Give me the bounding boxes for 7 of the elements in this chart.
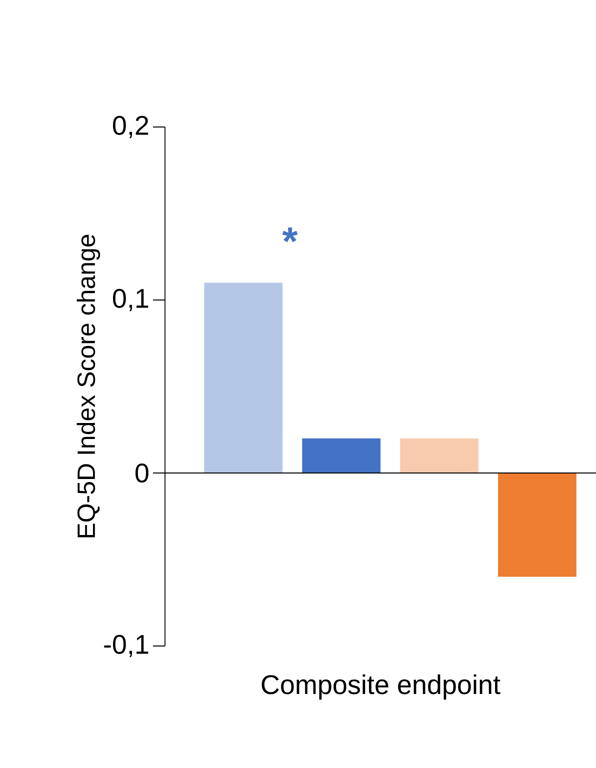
y-tick-label: 0,1 — [112, 288, 148, 312]
y-tick-label: 0 — [136, 463, 148, 483]
annotation: * — [282, 227, 298, 242]
y-axis-title: EQ-5D Index Score change — [76, 234, 100, 538]
x-axis-title: Composite endpoint — [262, 674, 500, 700]
y-tick-label: -0,1 — [104, 634, 148, 658]
y-tick-label: 0,2 — [112, 116, 148, 138]
